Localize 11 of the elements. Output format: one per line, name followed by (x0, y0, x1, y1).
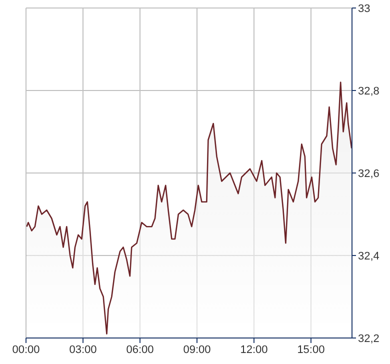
y-tick-label: 32,6 (358, 168, 380, 180)
x-tick-label: 09:00 (183, 344, 211, 356)
x-tick-label: 06:00 (126, 344, 154, 356)
x-tick-label: 03:00 (69, 344, 97, 356)
y-tick-label: 32,2 (358, 332, 380, 345)
x-tick-label: 15:00 (297, 344, 325, 356)
y-tick-label: 32,8 (358, 85, 380, 98)
x-tick-label: 12:00 (240, 344, 268, 356)
y-tick-label: 32,4 (358, 250, 380, 262)
y-tick-label: 33 (358, 2, 370, 15)
x-tick-label: 00:00 (12, 344, 40, 356)
